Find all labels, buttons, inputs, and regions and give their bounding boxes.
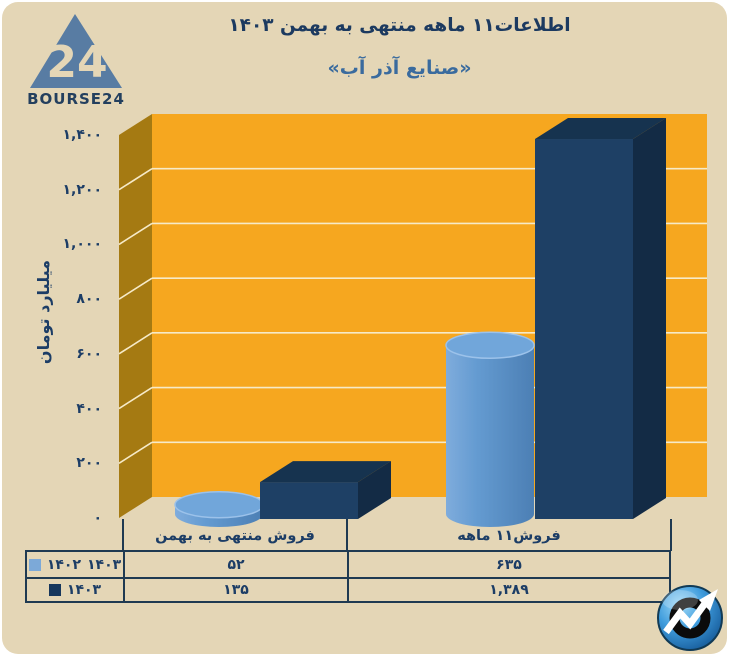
legend-swatch-1403-icon (48, 584, 61, 596)
grid-line-side (118, 332, 153, 355)
bar-1403-sideface-0 (358, 461, 391, 519)
legend-swatch-1402-icon (28, 558, 41, 571)
page-title: اطلاعات۱۱ ماهه منتهی به بهمن ۱۴۰۳ (228, 15, 571, 36)
table-cell-1403-monthly: ۱۳۵ (123, 577, 347, 601)
grid-line-side (118, 277, 153, 300)
logo-triangle-shape (30, 14, 122, 88)
legend-label: ۱۴۰۳ (66, 582, 102, 598)
grid-line-side (118, 222, 153, 246)
grid-line-side (118, 441, 153, 464)
legend-label-extra: ۱۴۰۳ (87, 556, 122, 573)
page-subtitle: «صنایع آذر آب» (327, 57, 472, 79)
y-tick-label: ۶۰۰ (76, 345, 102, 362)
bar-1402-group-1 (446, 345, 534, 527)
legend-row-1402: ۱۴۰۲ ۱۴۰۳ (27, 552, 123, 577)
grid-line-side (118, 386, 153, 410)
y-tick-label: ۱,۴۰۰ (62, 127, 103, 143)
trend-arrow-icon (663, 599, 709, 635)
legend-label: ۱۴۰۲ (46, 556, 81, 573)
bar-1403-topface-1 (535, 118, 666, 140)
y-axis-tick-labels: ۰ ۲۰۰ ۴۰۰ ۶۰۰ ۸۰۰ ۱,۰۰۰ ۱,۲۰۰ ۱,۴۰۰ (30, 2, 103, 542)
bar-1403-group-1 (535, 139, 633, 520)
bar-1403-sideface-1 (633, 118, 666, 520)
bourse24-ball-logo (657, 585, 723, 651)
logo-number: 24 (46, 37, 107, 88)
bar-1402-top-1 (445, 331, 535, 360)
bourse24-wordmark: BOURSE24 (27, 90, 125, 108)
trend-arrow-head (699, 589, 718, 611)
y-tick-label: ۲۰۰ (76, 455, 102, 472)
y-tick-label: ۱,۲۰۰ (62, 181, 103, 198)
grid-line-side (118, 168, 153, 191)
table-cell-1402-monthly: ۵۲ (123, 552, 347, 577)
ball-gloss (662, 590, 698, 610)
table-cell-1402-11month: ۶۳۵ (347, 552, 669, 577)
legend-row-1403: ۱۴۰۳ (27, 577, 123, 601)
bar-1402-top-0 (174, 491, 264, 519)
bar-1403-topface-0 (260, 461, 391, 483)
bourse24-triangle-icon: 24 (30, 14, 122, 88)
table-cell-1403-11month: ۱,۳۸۹ (347, 577, 669, 601)
bar-1403-group-0 (260, 482, 358, 519)
plot-side-wall (119, 114, 152, 518)
y-tick-label: ۴۰۰ (76, 400, 102, 417)
y-tick-label: ۸۰۰ (76, 291, 102, 308)
y-tick-label: ۰ (93, 510, 102, 526)
category-label-1: فروش۱۱ ماهه (457, 528, 561, 544)
data-table: ۱۴۰۲ ۱۴۰۳ ۵۲ ۶۳۵ ۱۴۰۳ ۱۳۵ ۱,۳۸۹ (25, 550, 671, 603)
y-tick-label: ۱,۰۰۰ (62, 236, 103, 253)
category-label-0: فروش منتهی به بهمن (155, 528, 315, 544)
